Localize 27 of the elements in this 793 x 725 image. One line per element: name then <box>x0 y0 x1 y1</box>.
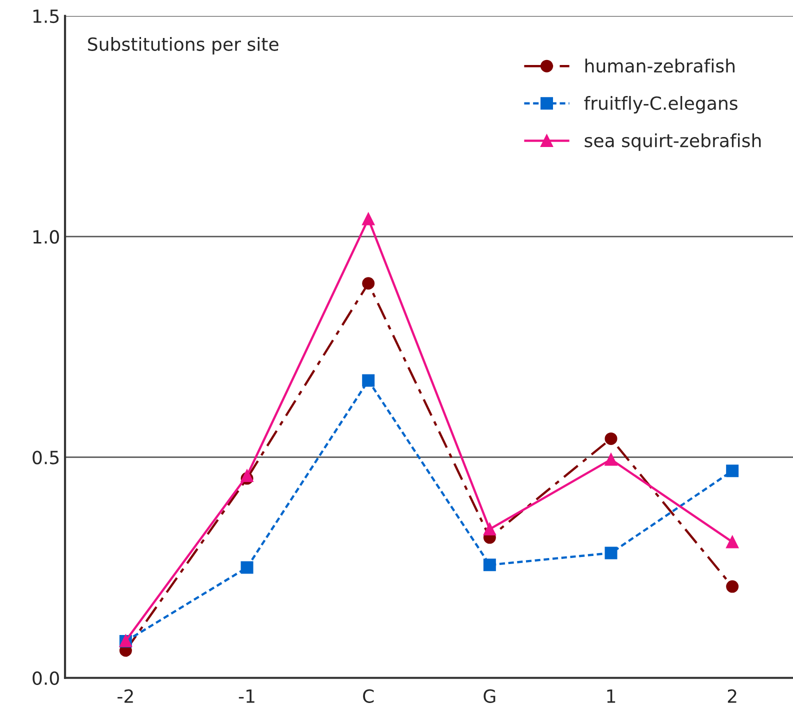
x-tick-label: -1 <box>238 690 254 703</box>
y-axis-title: Substitutions per site <box>88 37 278 54</box>
y-tick-label: 1.0 <box>33 230 59 244</box>
x-tick-label: C <box>363 689 374 703</box>
point <box>726 536 739 548</box>
point <box>362 277 375 290</box>
y-tick-label: 0.5 <box>32 450 59 464</box>
y-tick-label: 1.5 <box>33 10 59 24</box>
point <box>362 374 375 387</box>
point <box>604 546 618 560</box>
legend-label: sea squirt-zebrafish <box>584 133 761 151</box>
point <box>604 432 618 445</box>
point <box>362 212 375 226</box>
point <box>483 558 496 572</box>
legend-label: human-zebrafish <box>585 58 734 73</box>
x-tick-label: G <box>484 689 496 703</box>
x-tick-label: 2 <box>728 689 736 703</box>
y-tick-label: 0.0 <box>32 671 59 685</box>
legend-label: fruitfly-C.elegans <box>584 96 738 114</box>
point <box>726 464 739 478</box>
point <box>483 522 496 536</box>
point <box>604 453 618 466</box>
point <box>240 470 254 482</box>
x-tick-label: -2 <box>118 689 133 703</box>
point <box>240 561 254 574</box>
point <box>726 580 739 593</box>
x-tick-label: 1 <box>607 690 616 703</box>
